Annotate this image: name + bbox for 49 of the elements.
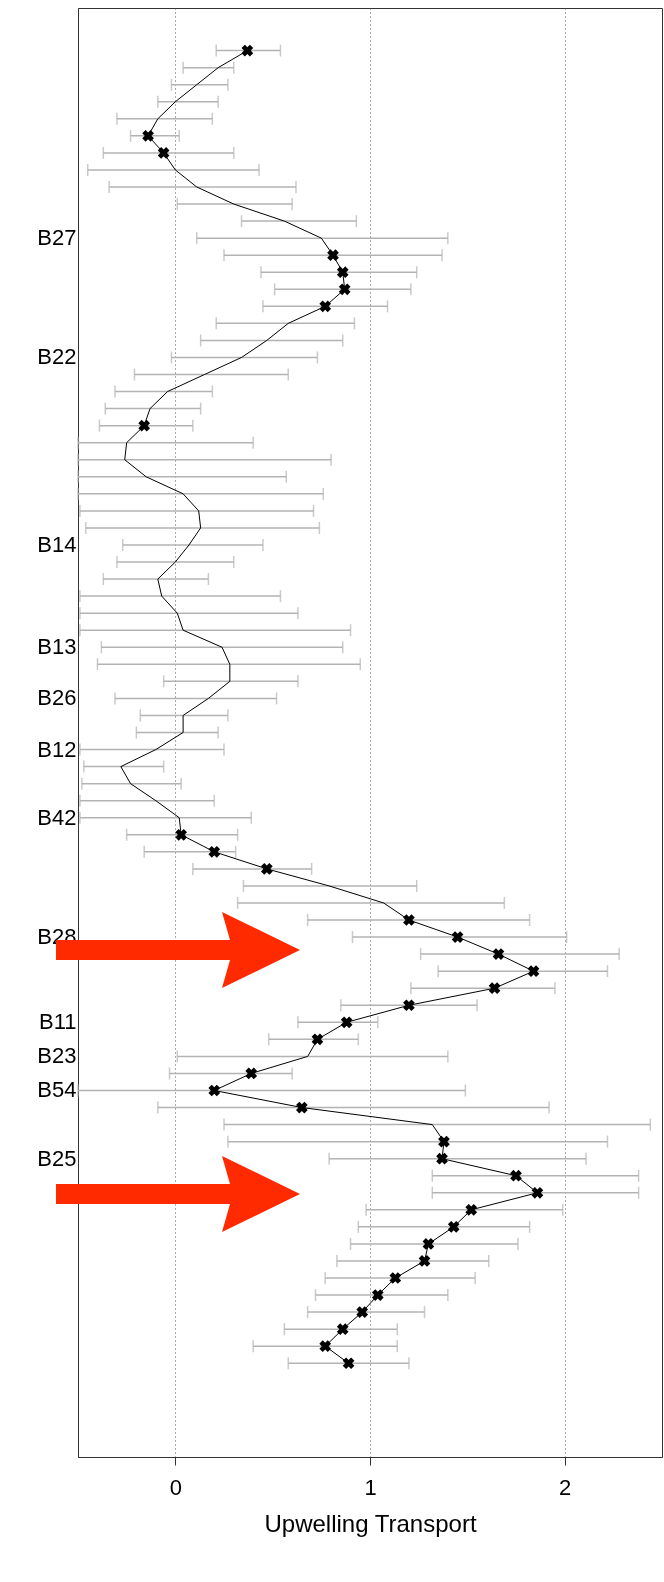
point [389, 1272, 402, 1284]
y-tick-label: B11 [38, 1009, 77, 1035]
point [311, 1033, 324, 1046]
point [438, 1135, 450, 1148]
y-tick-label: B13 [37, 634, 77, 660]
point [436, 1152, 448, 1165]
x-tick-label: 2 [559, 1474, 572, 1500]
point [336, 1323, 349, 1335]
point [142, 130, 154, 142]
point [208, 1084, 221, 1097]
point [157, 147, 170, 159]
point [338, 283, 351, 296]
point [336, 266, 349, 279]
point [451, 931, 464, 943]
point [527, 965, 540, 978]
x-tick-label: 1 [364, 1474, 377, 1500]
point [371, 1289, 384, 1301]
y-tick-label: B14 [37, 531, 77, 557]
point [422, 1238, 435, 1250]
point [327, 249, 339, 262]
y-tick-label: B23 [37, 1043, 77, 1069]
y-tick-label: B54 [37, 1077, 77, 1103]
point [447, 1221, 460, 1233]
point [510, 1169, 522, 1182]
point [319, 300, 332, 313]
y-tick-label: B12 [37, 736, 77, 762]
x-axis-title: Upwelling Transport [264, 1509, 477, 1537]
y-tick-label: B42 [37, 804, 77, 830]
point [260, 863, 273, 875]
point [138, 419, 151, 432]
point [531, 1186, 544, 1199]
y-tick-label: B26 [37, 685, 77, 711]
point [403, 914, 415, 926]
point [356, 1306, 369, 1318]
point [488, 982, 501, 995]
point [342, 1357, 355, 1370]
point [208, 845, 221, 858]
point [241, 44, 254, 57]
point [465, 1203, 478, 1216]
point [403, 999, 415, 1012]
point [175, 828, 188, 841]
y-tick-label: B22 [37, 344, 77, 370]
point [296, 1101, 308, 1114]
point [319, 1340, 332, 1353]
y-tick-label: B25 [37, 1145, 77, 1171]
point [340, 1016, 353, 1029]
y-tick-label: B27 [37, 225, 77, 251]
x-tick-label: 0 [169, 1474, 182, 1500]
point [245, 1067, 258, 1080]
